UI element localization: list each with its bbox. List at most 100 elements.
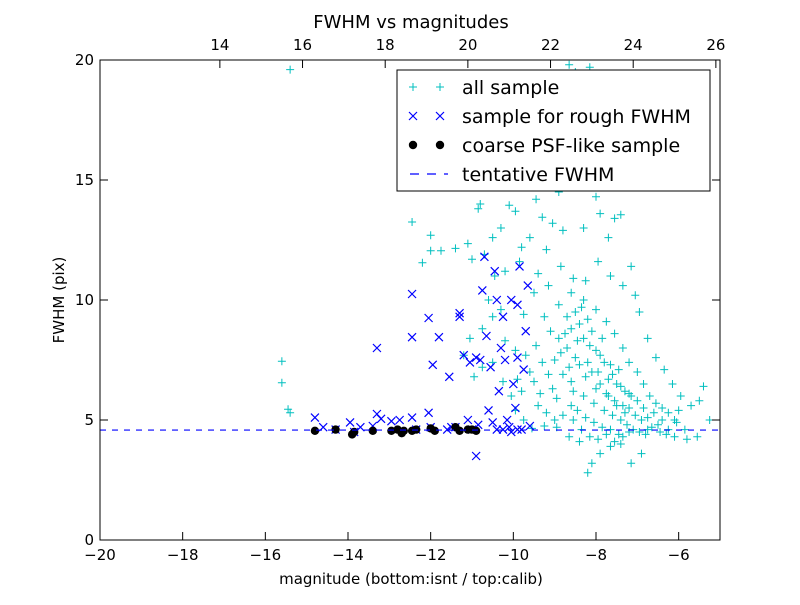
data-point — [544, 370, 553, 379]
top-tick-label: 18 — [376, 36, 395, 54]
data-point — [635, 308, 644, 316]
data-point — [596, 449, 605, 458]
data-point — [643, 334, 652, 343]
data-point — [490, 272, 499, 280]
top-tick-label: 24 — [624, 36, 643, 54]
data-point — [478, 363, 487, 372]
data-point — [612, 401, 621, 410]
data-point — [407, 332, 417, 342]
data-point — [592, 346, 600, 355]
data-point — [386, 416, 396, 426]
data-point — [424, 408, 434, 418]
x-tick-label: −20 — [84, 546, 116, 564]
data-point — [561, 329, 569, 338]
data-point — [488, 417, 498, 427]
data-point — [517, 387, 526, 396]
data-point — [587, 459, 596, 468]
data-point — [587, 368, 596, 376]
data-point — [455, 426, 464, 435]
legend-entry: all sample — [409, 77, 559, 99]
data-point — [542, 245, 551, 254]
data-point — [505, 201, 514, 210]
data-point — [641, 430, 650, 439]
data-point — [496, 343, 506, 353]
data-point — [596, 209, 605, 218]
data-point — [508, 379, 518, 389]
data-point — [554, 334, 563, 343]
data-point — [507, 392, 516, 400]
data-point — [430, 426, 439, 435]
data-point — [625, 404, 634, 412]
data-point — [596, 351, 605, 360]
data-point — [556, 348, 565, 357]
data-point — [625, 389, 634, 398]
data-point — [608, 411, 617, 420]
top-tick-label: 22 — [541, 36, 560, 54]
data-point — [477, 285, 487, 295]
data-point — [637, 416, 646, 424]
data-point — [639, 404, 648, 412]
data-point — [680, 425, 689, 434]
data-point — [676, 392, 685, 400]
x-tick-label: −18 — [167, 546, 199, 564]
data-point — [633, 368, 642, 376]
data-point — [579, 334, 588, 343]
data-point — [583, 468, 592, 477]
data-point — [573, 336, 582, 345]
x-tick-label: −12 — [415, 546, 447, 564]
x-tick-label: −8 — [585, 546, 607, 564]
data-point — [670, 432, 679, 441]
data-point — [502, 415, 512, 425]
data-point — [331, 425, 340, 434]
data-point — [589, 418, 598, 427]
data-point — [284, 405, 293, 414]
top-tick-label: 14 — [210, 36, 229, 54]
data-point — [468, 255, 476, 264]
data-point — [500, 355, 510, 365]
data-point — [488, 233, 497, 242]
data-point — [610, 329, 619, 338]
data-point — [625, 428, 634, 436]
top-tick-label: 26 — [706, 36, 725, 54]
data-point — [592, 192, 600, 201]
data-point — [623, 420, 631, 429]
data-point — [658, 404, 667, 412]
data-point — [565, 363, 574, 372]
legend-marker — [409, 83, 417, 91]
data-point — [618, 281, 627, 290]
data-point — [463, 239, 472, 248]
data-point — [612, 380, 621, 388]
data-point — [610, 437, 619, 446]
data-point — [476, 200, 485, 208]
data-point — [585, 341, 594, 350]
data-point — [654, 420, 662, 429]
data-point — [345, 417, 355, 427]
data-point — [471, 426, 481, 435]
y-tick-label: 5 — [84, 411, 94, 429]
data-point — [585, 432, 594, 441]
data-point — [478, 324, 487, 333]
data-point — [602, 317, 611, 326]
data-point — [463, 415, 473, 425]
data-point — [548, 384, 557, 393]
data-point — [513, 375, 522, 384]
data-point — [658, 416, 667, 424]
series-sample-for-rough-fwhm — [310, 252, 535, 461]
data-point — [616, 210, 625, 219]
legend-label: all sample — [462, 77, 559, 99]
data-point — [558, 226, 567, 235]
data-point — [498, 312, 508, 322]
x-tick-label: −16 — [250, 546, 282, 564]
data-point — [455, 312, 465, 322]
data-point — [643, 413, 652, 422]
data-point — [693, 432, 702, 441]
data-point — [548, 219, 557, 228]
top-tick-label: 20 — [458, 36, 477, 54]
data-point — [668, 380, 677, 388]
x-tick-label: −10 — [498, 546, 530, 564]
data-point — [484, 296, 493, 304]
data-point — [534, 269, 543, 278]
data-point — [598, 423, 607, 432]
data-point — [530, 288, 538, 297]
